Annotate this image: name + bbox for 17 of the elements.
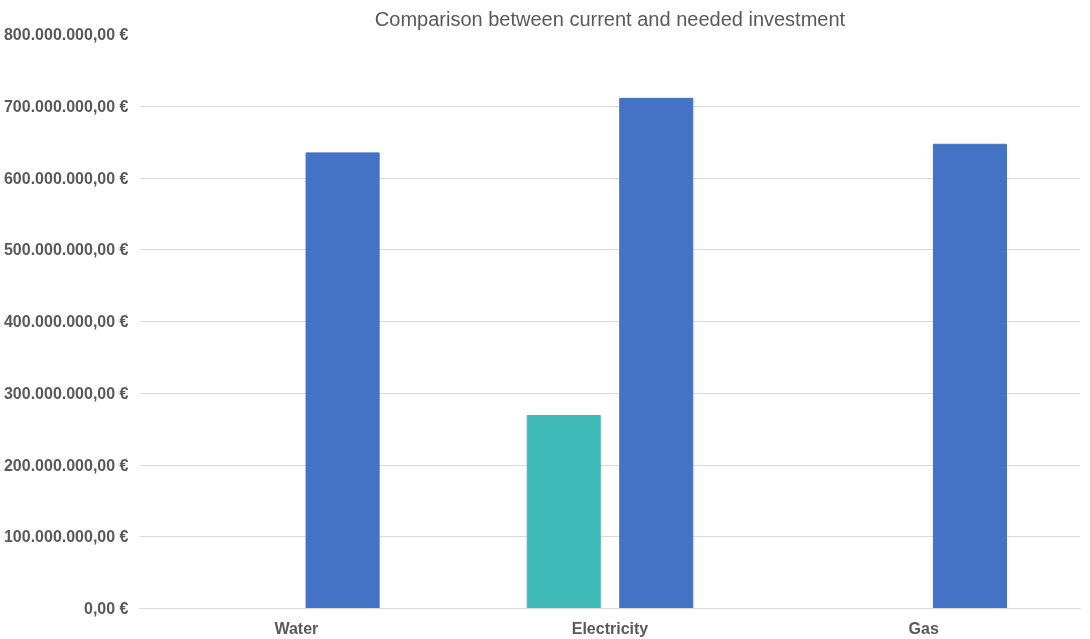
y-tick-label: 500.000.000,00 €	[3, 241, 129, 259]
y-tick-label: 0,00 €	[84, 600, 129, 617]
y-tick-label: 700.000.000,00 €	[3, 97, 129, 115]
x-tick-label: Gas	[908, 619, 939, 637]
bar	[619, 97, 694, 609]
chart-title: Comparison between current and needed investment	[374, 7, 846, 30]
y-tick-label: 300.000.000,00 €	[3, 384, 129, 402]
y-tick-label: 200.000.000,00 €	[3, 456, 129, 474]
y-tick-label: 100.000.000,00 €	[3, 528, 129, 546]
y-tick-label: 800.000.000,00 €	[3, 26, 129, 43]
y-tick-label: 600.000.000,00 €	[3, 169, 129, 187]
bar	[932, 143, 1007, 609]
x-tick-label: Water	[274, 619, 319, 637]
y-tick-label: 400.000.000,00 €	[3, 313, 129, 330]
bar	[526, 414, 601, 609]
bar	[305, 152, 380, 609]
x-tick-label: Electricity	[571, 619, 649, 637]
